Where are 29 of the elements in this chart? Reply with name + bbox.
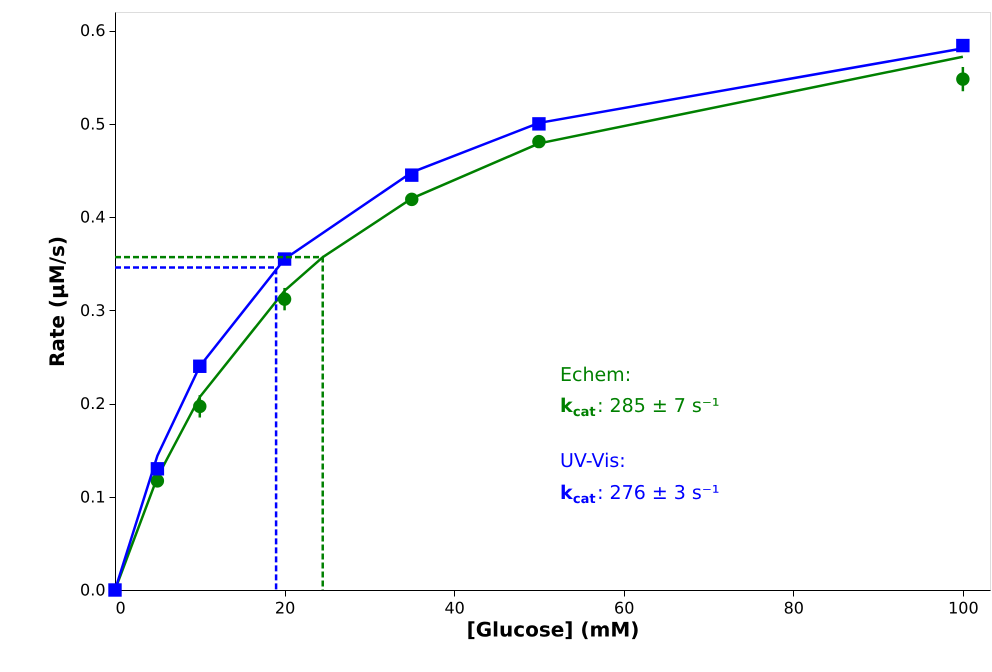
- x-tick-label: 20: [274, 598, 296, 618]
- x-tick-label: 100: [948, 598, 979, 618]
- point: [150, 462, 164, 476]
- point: [108, 583, 122, 597]
- x-tick-label: 80: [784, 598, 804, 618]
- point: [278, 292, 292, 306]
- x-axis-title: [Glucose] (mM): [466, 618, 640, 642]
- point: [150, 474, 164, 488]
- y-tick-label: 0.1: [80, 487, 106, 506]
- point: [405, 192, 418, 206]
- x-tick-label: 40: [444, 598, 465, 618]
- annotation: Echem:: [560, 364, 632, 386]
- y-tick-label: 0.5: [80, 114, 106, 134]
- point: [405, 168, 418, 182]
- point: [193, 400, 206, 414]
- point: [532, 134, 546, 148]
- annotation: UV-Vis:: [560, 450, 626, 472]
- y-tick-label: 0.2: [80, 394, 106, 414]
- y-tick-label: 0.4: [80, 208, 106, 227]
- point: [532, 117, 546, 131]
- x-tick-label: 0: [116, 598, 126, 618]
- y-tick-label: 0.3: [80, 300, 106, 320]
- y-axis-title: Rate (µM/s): [45, 236, 70, 368]
- x-tick-label: 60: [614, 598, 634, 618]
- point: [193, 360, 206, 373]
- y-tick-label: 0.6: [80, 21, 106, 40]
- point: [956, 72, 970, 86]
- point: [956, 38, 970, 52]
- y-tick-label: 0.0: [80, 580, 106, 600]
